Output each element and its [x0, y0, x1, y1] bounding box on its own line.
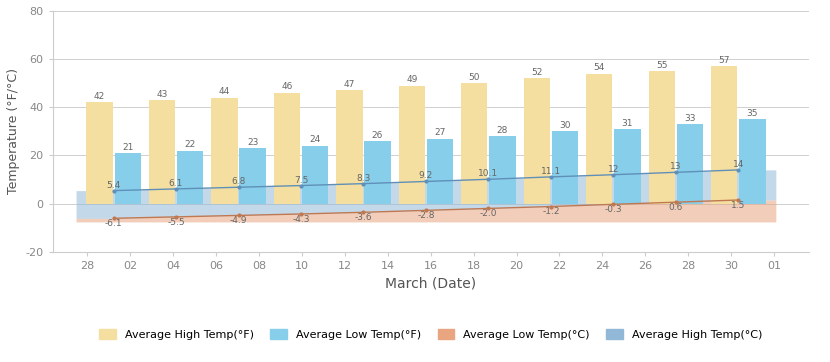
Text: 35: 35: [747, 109, 758, 118]
Text: 14: 14: [733, 160, 744, 169]
Text: 43: 43: [156, 90, 168, 98]
Bar: [274, 93, 300, 203]
Text: 57: 57: [719, 56, 730, 65]
Text: 13: 13: [670, 162, 681, 171]
Text: -4.3: -4.3: [292, 215, 310, 224]
Bar: [524, 79, 550, 203]
Text: 26: 26: [372, 131, 383, 140]
Text: 0.6: 0.6: [669, 203, 683, 212]
Bar: [86, 102, 113, 203]
Bar: [586, 73, 613, 203]
Bar: [649, 71, 675, 203]
Text: -3.6: -3.6: [354, 213, 373, 222]
Text: -0.3: -0.3: [604, 205, 622, 214]
Text: -2.0: -2.0: [480, 209, 497, 218]
Text: 1.5: 1.5: [731, 201, 745, 210]
Bar: [398, 85, 425, 203]
Bar: [552, 131, 578, 203]
Text: 22: 22: [184, 140, 196, 149]
Legend: Average High Temp(°F), Average Low Temp(°F), Average Low Temp(°C), Average High : Average High Temp(°F), Average Low Temp(…: [95, 325, 767, 345]
Text: 52: 52: [531, 68, 543, 77]
X-axis label: March (Date): March (Date): [385, 276, 476, 290]
Bar: [240, 148, 266, 203]
Text: -6.1: -6.1: [105, 219, 122, 228]
Bar: [364, 141, 391, 203]
Text: 28: 28: [497, 126, 508, 135]
Text: 9.2: 9.2: [419, 172, 433, 181]
Bar: [461, 83, 487, 203]
Bar: [427, 139, 453, 203]
Text: 30: 30: [559, 121, 571, 130]
Text: 10.1: 10.1: [478, 169, 499, 178]
Text: 31: 31: [622, 118, 633, 127]
Text: 44: 44: [219, 87, 230, 96]
Text: 49: 49: [406, 75, 417, 84]
Text: 11.1: 11.1: [541, 167, 561, 176]
Text: -1.2: -1.2: [542, 207, 559, 216]
Bar: [302, 146, 328, 203]
Text: 12: 12: [608, 165, 619, 174]
Text: -2.8: -2.8: [417, 211, 435, 220]
Text: 55: 55: [656, 61, 667, 70]
Bar: [740, 119, 765, 203]
Bar: [614, 129, 641, 203]
Text: 50: 50: [469, 73, 480, 82]
Text: -5.5: -5.5: [167, 218, 185, 227]
Y-axis label: Temperature (°F/°C): Temperature (°F/°C): [7, 68, 20, 194]
Bar: [177, 151, 203, 203]
Text: 27: 27: [434, 128, 446, 137]
Text: 6.8: 6.8: [232, 177, 246, 186]
Text: 8.3: 8.3: [356, 174, 371, 183]
Bar: [336, 90, 363, 203]
Bar: [115, 153, 141, 203]
Text: 24: 24: [310, 135, 320, 144]
Text: 33: 33: [684, 114, 696, 123]
Bar: [676, 124, 703, 203]
Text: 23: 23: [247, 138, 258, 147]
Bar: [212, 98, 237, 203]
Text: 5.4: 5.4: [106, 181, 120, 190]
Text: 46: 46: [281, 83, 293, 91]
Text: -4.9: -4.9: [230, 216, 247, 226]
Bar: [490, 136, 515, 203]
Bar: [711, 66, 737, 203]
Bar: [149, 100, 175, 203]
Text: 54: 54: [593, 63, 605, 72]
Text: 7.5: 7.5: [294, 176, 308, 185]
Text: 42: 42: [94, 92, 105, 101]
Text: 47: 47: [344, 80, 355, 89]
Text: 6.1: 6.1: [168, 179, 183, 188]
Text: 21: 21: [122, 143, 134, 152]
